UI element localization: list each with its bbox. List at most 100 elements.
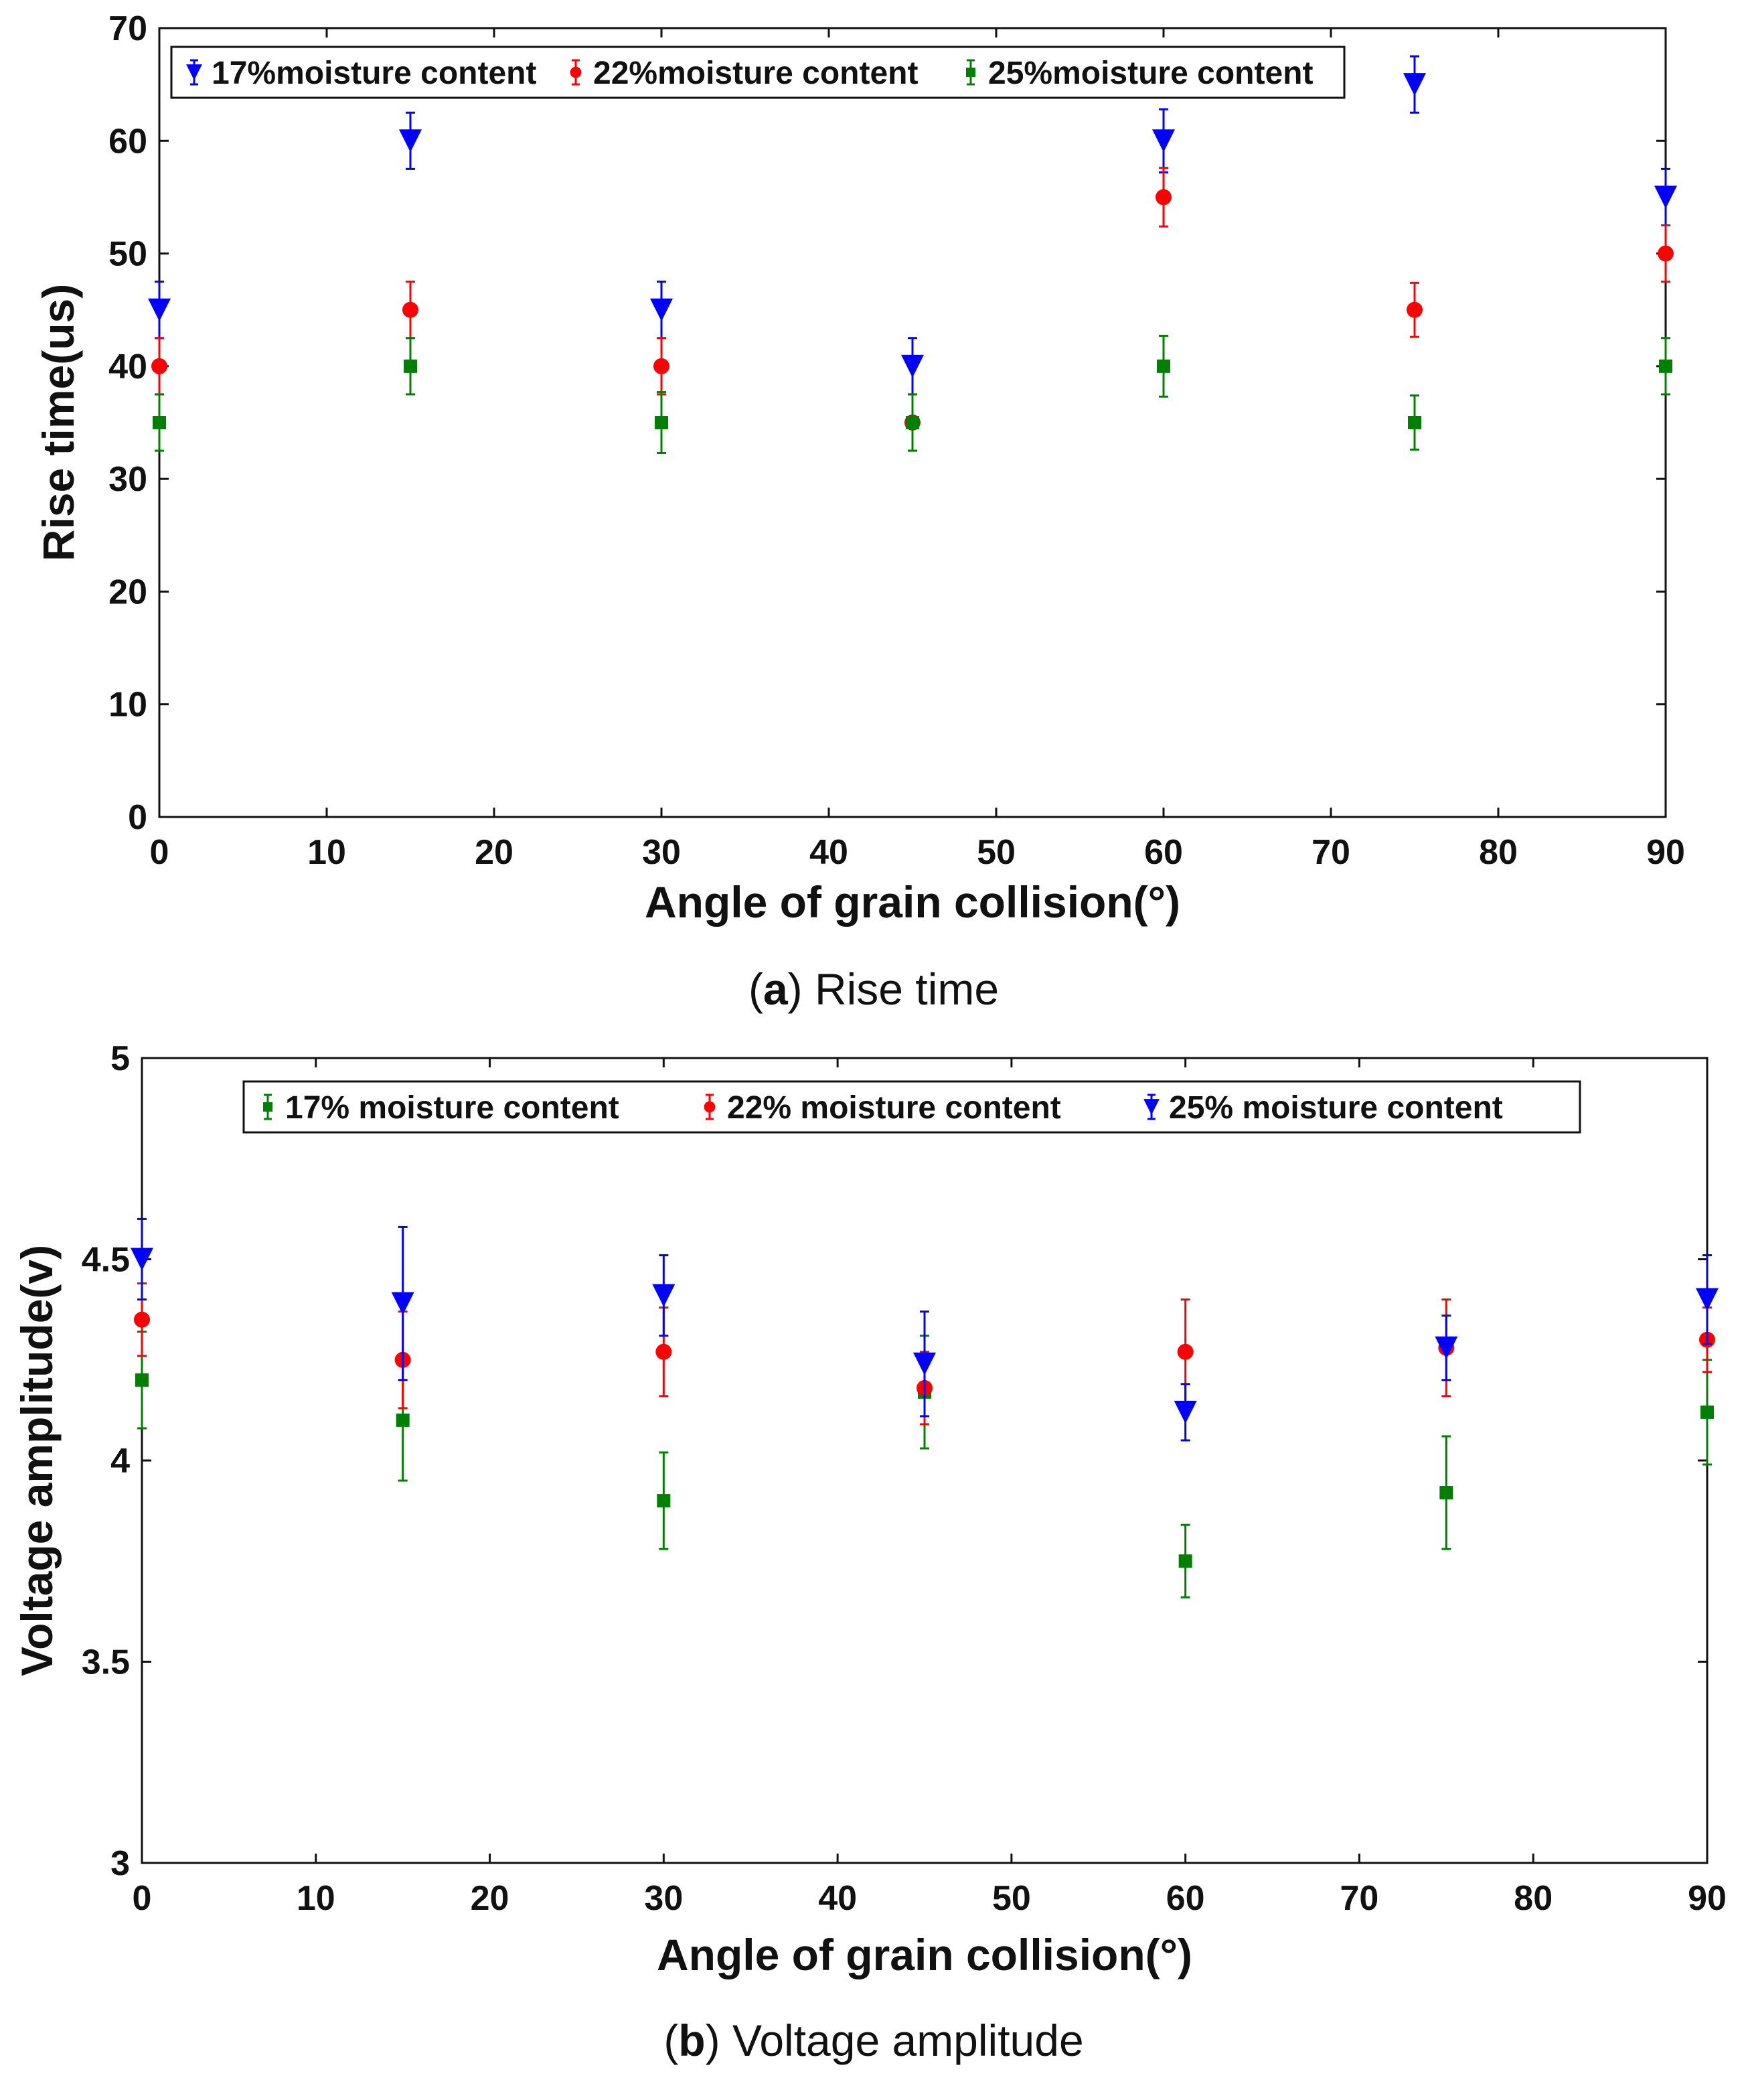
data-point <box>131 1248 153 1271</box>
legend-marker <box>704 1101 716 1113</box>
legend-marker-group <box>966 68 975 77</box>
data-point <box>901 354 924 378</box>
legend-box <box>170 46 1346 99</box>
y-tick-label: 5 <box>110 1039 130 1078</box>
data-point <box>1403 73 1426 96</box>
legend-label: 17%moisture content <box>212 56 536 91</box>
y-axis-title: Voltage amplitude(v) <box>12 1245 62 1676</box>
y-tick-label: 3.5 <box>82 1643 130 1682</box>
data-point <box>404 359 417 373</box>
y-tick-label: 3 <box>110 1844 130 1883</box>
legend-label: 25% moisture content <box>1169 1090 1503 1126</box>
caption-letter: b <box>678 2016 705 2065</box>
caption-paren: ) <box>706 2016 732 2065</box>
data-point <box>135 1373 149 1387</box>
data-point <box>153 416 166 429</box>
chart-voltage-amplitude: 0 10 20 30 40 50 60 70 80 90 3 3.5 4 4.5 5 Angle of gra… <box>12 1039 1727 2065</box>
data-point <box>402 301 418 318</box>
data-point <box>653 358 669 374</box>
x-tick-label: 0 <box>150 833 169 872</box>
legend-marker <box>570 66 582 78</box>
data-point <box>1174 1400 1197 1424</box>
caption-text: Rise time <box>815 964 999 1014</box>
figure-caption: (a) Rise time <box>748 964 999 1014</box>
chart-rise-time: 0 10 20 30 40 50 60 70 80 90 0 10 20 30 40 50 60 70 Angle … <box>33 9 1685 1014</box>
data-point <box>913 1352 936 1375</box>
x-tick-label: 50 <box>977 833 1016 872</box>
x-tick-label: 40 <box>818 1879 857 1918</box>
x-tick-label: 20 <box>471 1879 509 1918</box>
y-tick-label: 40 <box>108 348 147 386</box>
data-point <box>1178 1554 1192 1568</box>
y-tick-label: 4.5 <box>82 1241 130 1280</box>
caption-paren: ( <box>663 2016 678 2065</box>
caption-paren: ( <box>748 964 763 1014</box>
data-point <box>134 1311 150 1328</box>
series-2 <box>153 334 1672 454</box>
legend: 17% moisture content 22% moisture content… <box>242 1080 1581 1134</box>
y-axis-title: Rise time(us) <box>33 284 83 561</box>
y-tick-label: 70 <box>108 9 147 48</box>
legend-marker-group <box>186 64 202 80</box>
legend-label: 22%moisture content <box>593 56 918 91</box>
y-tick-label: 50 <box>108 235 147 274</box>
data-point <box>1696 1288 1719 1311</box>
x-tick-label: 50 <box>992 1879 1031 1918</box>
data-point <box>1659 359 1672 373</box>
caption-paren: ) <box>788 964 815 1014</box>
x-tick-label: 90 <box>1688 1879 1727 1918</box>
legend-marker <box>263 1102 272 1112</box>
x-tick-label: 10 <box>307 833 346 872</box>
legend-marker <box>1143 1099 1160 1115</box>
x-tick-label: 70 <box>1340 1879 1379 1918</box>
legend-marker-group <box>263 1102 272 1112</box>
data-point <box>1439 1486 1453 1500</box>
data-point <box>655 416 668 429</box>
data-point <box>1435 1336 1458 1359</box>
x-tick-label: 30 <box>644 1879 683 1918</box>
data-point <box>1157 359 1170 373</box>
x-tick-label: 10 <box>297 1879 335 1918</box>
data-point <box>1156 189 1172 206</box>
data-point <box>906 416 919 429</box>
caption-text: Voltage amplitude <box>732 2016 1084 2065</box>
y-tick-label: 10 <box>108 686 147 725</box>
data-point <box>1658 245 1674 262</box>
data-point <box>1654 185 1677 209</box>
legend-label: 17% moisture content <box>285 1090 619 1126</box>
x-tick-label: 80 <box>1514 1879 1553 1918</box>
legend: 17%moisture content 22%moisture content 25… <box>170 46 1346 99</box>
x-tick-label: 0 <box>133 1879 152 1918</box>
data-point <box>650 298 673 321</box>
data-point <box>1700 1405 1714 1419</box>
y-tick-label: 4 <box>110 1442 130 1481</box>
legend-box <box>242 1080 1581 1134</box>
caption-letter: a <box>763 964 789 1014</box>
x-tick-label: 40 <box>809 833 848 872</box>
x-tick-label: 90 <box>1646 833 1685 872</box>
data-point <box>652 1284 676 1307</box>
legend-marker-group <box>570 66 582 78</box>
legend-label: 25%moisture content <box>988 56 1313 91</box>
data-point <box>1408 416 1421 429</box>
legend-marker <box>186 64 202 80</box>
y-tick-label: 0 <box>128 798 147 837</box>
figure-caption: (b) Voltage amplitude <box>663 2016 1083 2065</box>
y-tick-label: 30 <box>108 460 147 499</box>
legend-marker-group <box>1143 1099 1160 1115</box>
x-tick-label: 30 <box>642 833 681 872</box>
y-tick-label: 20 <box>108 573 147 611</box>
legend-marker <box>966 68 975 77</box>
x-axis-title: Angle of grain collision(°) <box>645 877 1180 927</box>
series-2 <box>131 1217 1719 1442</box>
y-tick-label: 60 <box>108 122 147 161</box>
data-point <box>1407 301 1423 318</box>
data-point <box>399 129 422 153</box>
legend-marker-group <box>704 1101 716 1113</box>
legend-label: 22% moisture content <box>727 1090 1061 1126</box>
x-tick-label: 70 <box>1312 833 1350 872</box>
x-tick-label: 60 <box>1166 1879 1205 1918</box>
x-tick-label: 60 <box>1144 833 1183 872</box>
data-point <box>1152 129 1175 153</box>
